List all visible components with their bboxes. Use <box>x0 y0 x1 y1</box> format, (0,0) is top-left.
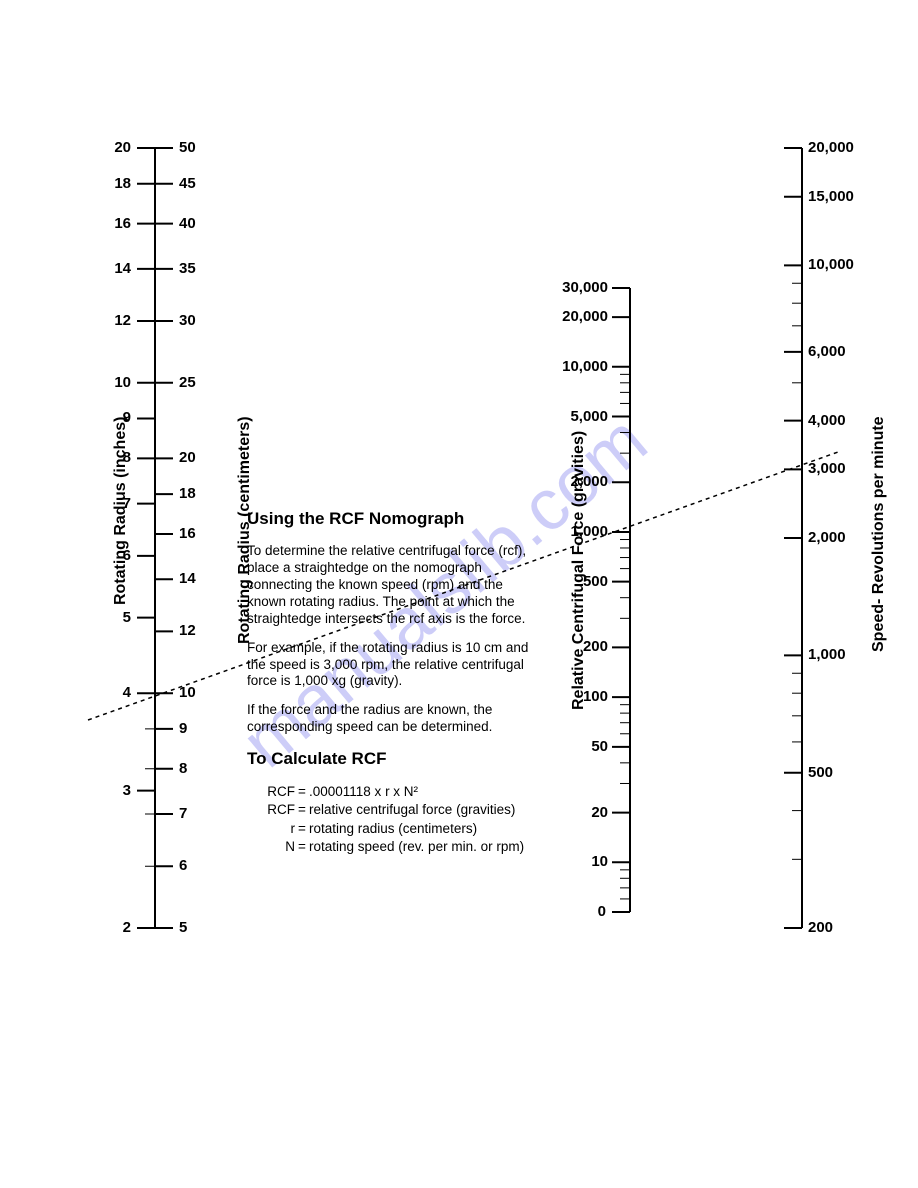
tick-label: 5,000 <box>570 408 608 425</box>
instructions-block: Using the RCF Nomograph To determine the… <box>247 508 532 856</box>
tick-label: 1,000 <box>570 523 608 540</box>
tick-label: 50 <box>591 738 608 755</box>
tick-label: 3 <box>123 782 131 799</box>
tick-label: 50 <box>179 139 196 156</box>
instructions-para-3: If the force and the radius are known, t… <box>247 702 532 736</box>
instructions-title: Using the RCF Nomograph <box>247 508 532 529</box>
tick-label: 5 <box>123 609 131 626</box>
tick-label: 8 <box>123 449 131 466</box>
tick-label: 200 <box>583 638 608 655</box>
formula-rows: RCF=.00001118 x r x N²RCF=relative centr… <box>247 783 532 856</box>
tick-label: 14 <box>114 260 131 277</box>
tick-label: 18 <box>114 175 131 192</box>
tick-label: 7 <box>179 805 187 822</box>
tick-label: 200 <box>808 919 833 936</box>
tick-label: 6 <box>179 857 187 874</box>
tick-label: 3,000 <box>808 460 846 477</box>
tick-label: 2 <box>123 919 131 936</box>
formula-row: N=rotating speed (rev. per min. or rpm) <box>247 838 532 856</box>
tick-label: 10,000 <box>808 256 854 273</box>
tick-label: 20,000 <box>562 308 608 325</box>
tick-label: 35 <box>179 260 196 277</box>
tick-label: 9 <box>123 409 131 426</box>
tick-label: 25 <box>179 374 196 391</box>
tick-label: 30 <box>179 312 196 329</box>
tick-label: 8 <box>179 760 187 777</box>
tick-label: 10 <box>114 374 131 391</box>
tick-label: 14 <box>179 570 196 587</box>
tick-label: 30,000 <box>562 279 608 296</box>
tick-label: 12 <box>114 312 131 329</box>
tick-label: 10 <box>179 684 196 701</box>
formula-row: RCF=.00001118 x r x N² <box>247 783 532 801</box>
nomograph-page: manualslib.com Rotating Radius (inches) … <box>0 0 918 1188</box>
tick-label: 10 <box>591 853 608 870</box>
tick-label: 45 <box>179 175 196 192</box>
tick-label: 100 <box>583 688 608 705</box>
tick-label: 20 <box>591 804 608 821</box>
tick-label: 6 <box>123 547 131 564</box>
tick-label: 500 <box>808 764 833 781</box>
tick-label: 1,000 <box>808 646 846 663</box>
tick-label: 40 <box>179 215 196 232</box>
tick-label: 2,000 <box>808 529 846 546</box>
tick-label: 20 <box>179 449 196 466</box>
tick-label: 7 <box>123 495 131 512</box>
tick-label: 20,000 <box>808 139 854 156</box>
tick-label: 0 <box>598 903 606 920</box>
tick-label: 6,000 <box>808 343 846 360</box>
tick-label: 15,000 <box>808 188 854 205</box>
tick-label: 4 <box>123 684 131 701</box>
tick-label: 18 <box>179 485 196 502</box>
tick-label: 9 <box>179 720 187 737</box>
formula-row: RCF=relative centrifugal force (gravitie… <box>247 801 532 819</box>
instructions-para-2: For example, if the rotating radius is 1… <box>247 640 532 691</box>
tick-label: 5 <box>179 919 187 936</box>
tick-label: 10,000 <box>562 358 608 375</box>
formula-row: r=rotating radius (centimeters) <box>247 820 532 838</box>
axis-label-speed: Speed- Revolutions per minute <box>870 416 888 652</box>
instructions-para-1: To determine the relative centrifugal fo… <box>247 543 532 627</box>
tick-label: 4,000 <box>808 412 846 429</box>
tick-label: 20 <box>114 139 131 156</box>
tick-label: 2,000 <box>570 473 608 490</box>
tick-label: 16 <box>114 215 131 232</box>
formula-title: To Calculate RCF <box>247 748 532 769</box>
tick-label: 16 <box>179 525 196 542</box>
tick-label: 500 <box>583 573 608 590</box>
tick-label: 12 <box>179 622 196 639</box>
